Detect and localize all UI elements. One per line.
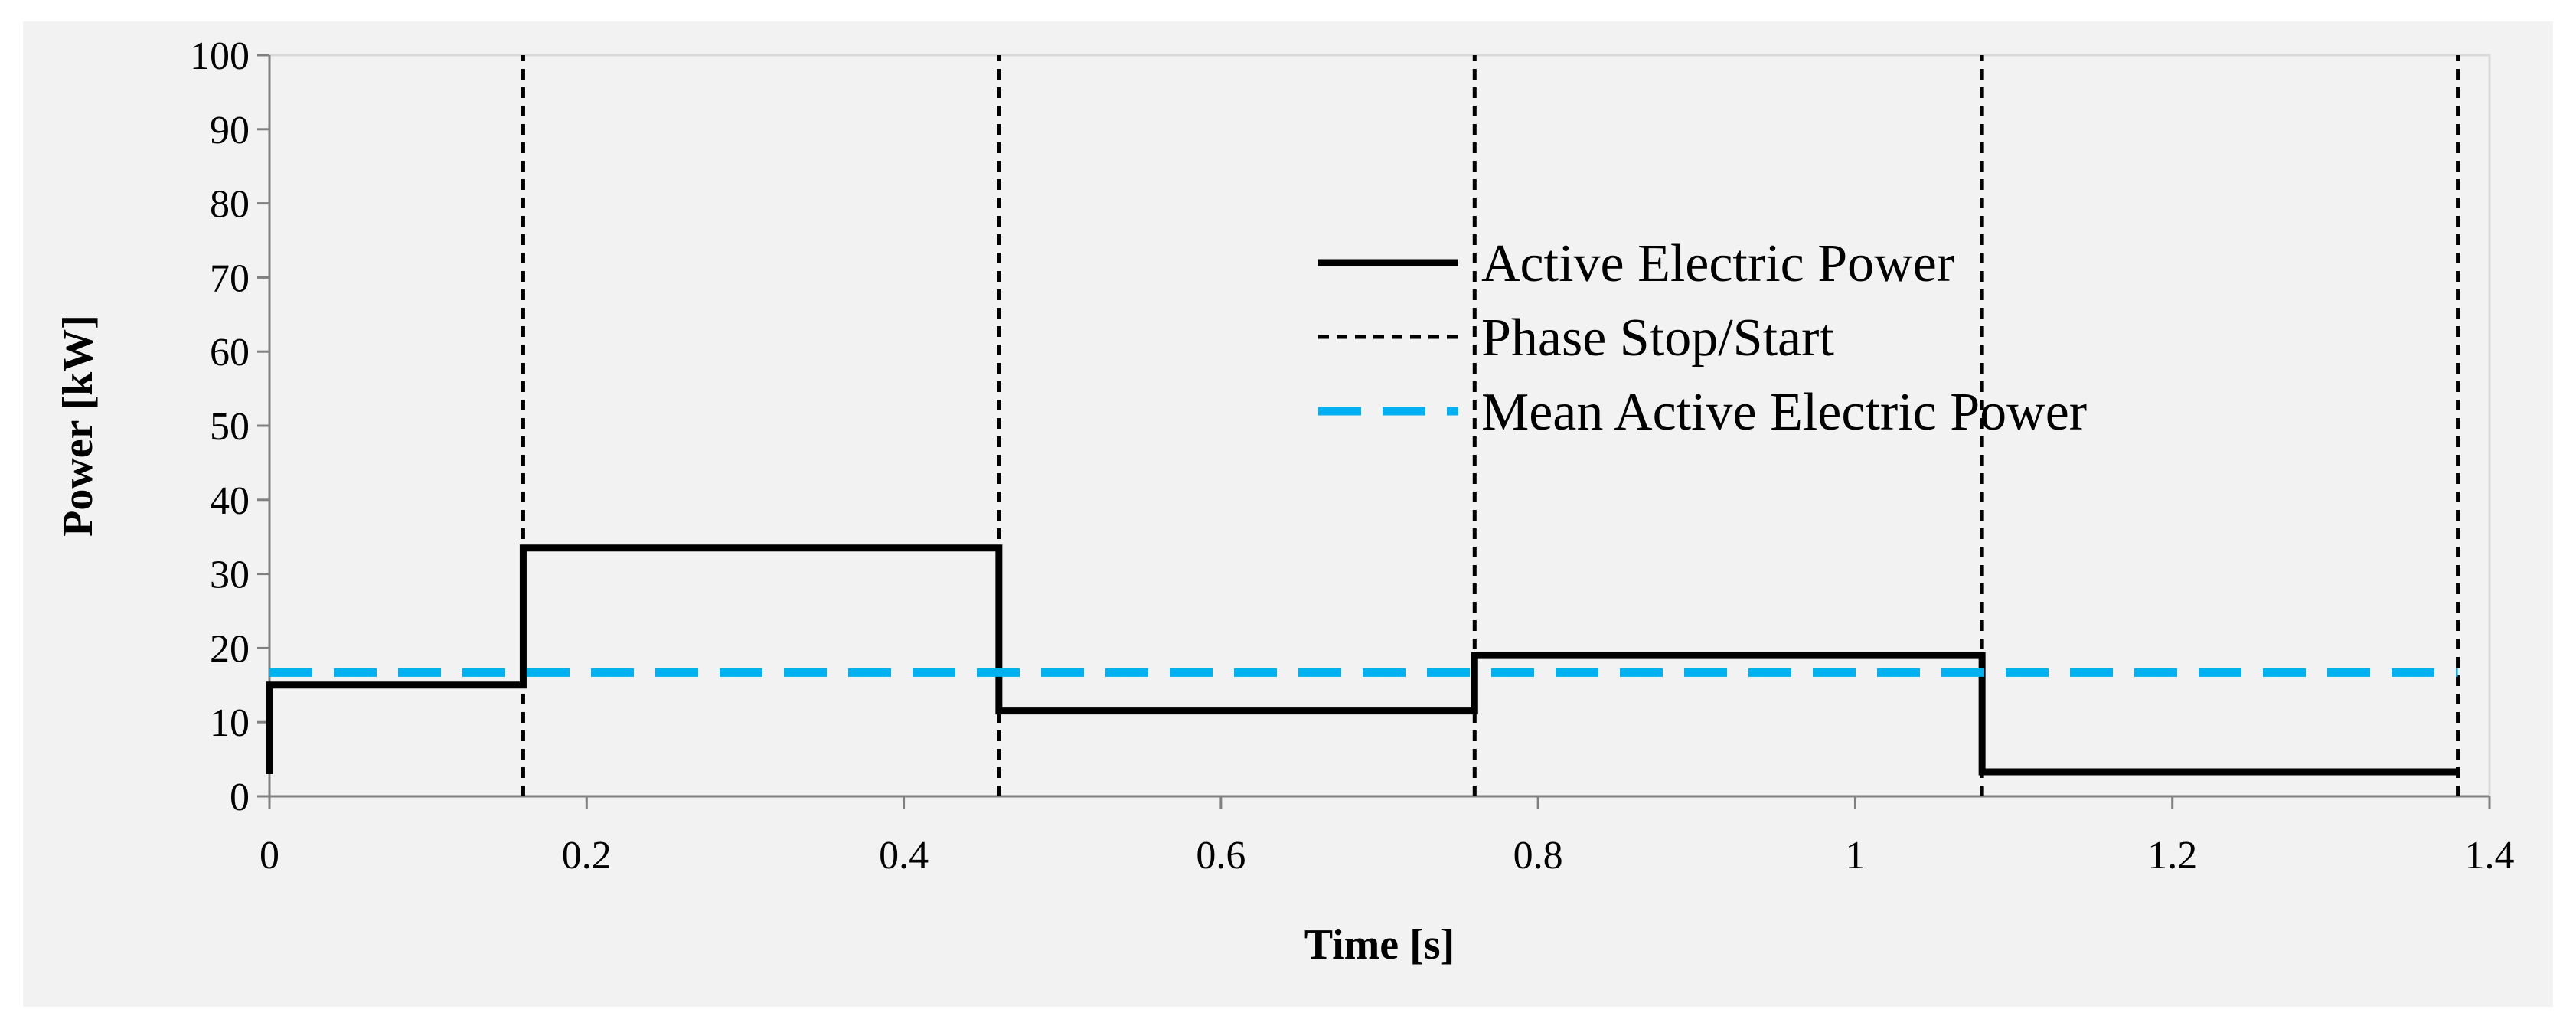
y-tick-label: 80 — [210, 183, 250, 227]
x-tick-label: 0.8 — [1513, 834, 1563, 877]
legend-item-phase-stop-start-label: Phase Stop/Start — [1481, 309, 1834, 368]
x-tick-label: 1.4 — [2465, 834, 2515, 877]
x-tick-label: 0.6 — [1196, 834, 1246, 877]
legend-item-active-power-label: Active Electric Power — [1481, 234, 1954, 293]
y-tick-label: 30 — [210, 554, 250, 597]
chart-panel — [23, 21, 2553, 1007]
y-tick-label: 60 — [210, 331, 250, 374]
plot-area-border — [268, 54, 2491, 798]
x-tick-label: 1 — [1845, 834, 1865, 877]
y-tick-label: 20 — [210, 627, 250, 671]
axes-group — [268, 54, 2491, 798]
y-axis-title: Power [kW] — [54, 315, 102, 537]
x-tick-label: 0 — [260, 834, 279, 877]
y-tick-label: 100 — [190, 34, 250, 78]
x-tick-label: 0.2 — [562, 834, 612, 877]
tick-group: 0 10 20 30 40 50 60 70 80 90 100 0 0.2 0.4 0.6 0.8 1 1.2 1… — [190, 34, 2515, 877]
x-tick-label: 1.2 — [2147, 834, 2197, 877]
legend: Active Electric Power Phase Stop/Start Mea… — [1318, 234, 2087, 442]
series-group — [266, 55, 2460, 796]
y-tick-label: 40 — [210, 479, 250, 523]
legend-item-mean-power-label: Mean Active Electric Power — [1481, 383, 2087, 442]
y-tick-label: 0 — [230, 776, 250, 819]
x-axis-title: Time [s] — [1304, 921, 1455, 969]
y-tick-label: 90 — [210, 109, 250, 152]
y-tick-label: 50 — [210, 405, 250, 449]
active-power-line — [266, 544, 2458, 776]
y-tick-label: 70 — [210, 256, 250, 300]
x-tick-label: 0.4 — [879, 834, 929, 877]
y-tick-label: 10 — [210, 701, 250, 745]
